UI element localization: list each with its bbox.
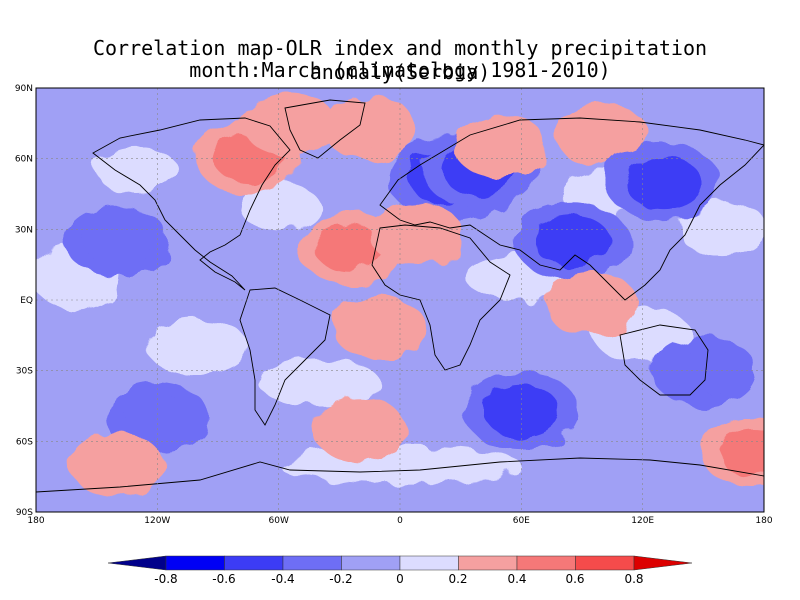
lon-axis: 180 120W 60W 0 60E 120E 180	[27, 516, 772, 526]
positive-correlation-area	[719, 429, 764, 477]
colorbar-label: -0.6	[212, 572, 235, 586]
colorbar-swatch	[575, 555, 635, 571]
lon-tick-label: 180	[27, 516, 44, 526]
positive-correlation-area	[571, 113, 634, 157]
lon-tick-label: 120E	[631, 516, 654, 526]
coastline-africa	[371, 224, 511, 371]
lat-tick-label: EQ	[20, 296, 33, 306]
colorbar-label: 0.8	[624, 572, 643, 586]
lat-tick-label: 30S	[16, 367, 33, 377]
lat-axis: 90N 60N 30N EQ 30S 60S 90S	[15, 84, 33, 518]
coastline-north-america	[92, 117, 291, 291]
map-frame	[35, 87, 765, 513]
colorbar-swatch	[516, 555, 576, 571]
negative-correlation-area	[482, 384, 560, 437]
negative-correlation-area	[668, 347, 739, 395]
colorbar-label: -0.2	[329, 572, 352, 586]
lat-tick-label: 60S	[16, 437, 33, 447]
positive-correlation-area	[338, 106, 401, 150]
colorbar-labels: -0.8 -0.6 -0.4 -0.2 0 0.2 0.4 0.6 0.8	[154, 572, 643, 586]
field-band	[96, 146, 178, 194]
positive-correlation-area	[314, 224, 385, 272]
lon-tick-label: 180	[755, 516, 772, 526]
chart-title-line-1: Correlation map-OLR index and monthly pr…	[92, 36, 708, 84]
lon-tick-label: 60W	[269, 516, 289, 526]
positive-correlation-area	[348, 307, 411, 350]
coastline-antarctica	[36, 457, 764, 493]
colorbar-swatch	[224, 555, 284, 571]
negative-correlation-area	[624, 156, 702, 209]
negative-correlation-area	[82, 217, 152, 265]
lat-tick-label: 60N	[15, 155, 33, 165]
positive-correlation-area	[85, 443, 149, 487]
colorbar-label: -0.8	[154, 572, 177, 586]
lat-tick-label: 90N	[15, 84, 33, 94]
field-band	[147, 318, 249, 376]
negative-correlation-area	[122, 394, 193, 442]
map-field	[36, 88, 764, 512]
colorbar-swatch	[399, 555, 459, 571]
coastline-europe-asia	[379, 117, 764, 301]
colorbar-label: -0.4	[271, 572, 294, 586]
positive-correlation-area	[560, 283, 624, 326]
positive-correlation-area	[469, 125, 533, 169]
colorbar-label: 0.4	[507, 572, 526, 586]
colorbar-label: 0.2	[448, 572, 467, 586]
lon-tick-label: 60E	[513, 516, 530, 526]
colorbar-swatch	[458, 555, 518, 571]
positive-correlation-area	[385, 212, 448, 256]
coastline-south-america	[239, 287, 331, 426]
field-band	[238, 182, 320, 230]
coastline-australia	[619, 324, 709, 396]
colorbar-high-arrow	[633, 555, 693, 571]
gridlines	[36, 88, 764, 512]
coastline-greenland	[284, 99, 366, 159]
colorbar-label: 0.6	[565, 572, 584, 586]
lat-tick-label: 90S	[16, 508, 33, 518]
colorbar-swatch	[282, 555, 342, 571]
colorbar-low-arrow	[107, 555, 167, 571]
lon-tick-label: 120W	[144, 516, 170, 526]
lat-tick-label: 30N	[15, 225, 33, 235]
chart-title-line-2: month:March (climatology 1981-2010)	[189, 58, 611, 82]
colorbar-swatch	[341, 555, 401, 571]
negative-correlation-area	[533, 215, 611, 268]
colorbar	[107, 555, 693, 571]
colorbar-swatch	[165, 555, 225, 571]
coastlines	[36, 99, 764, 493]
positive-correlation-area	[328, 408, 391, 451]
colorbar-label: 0	[396, 572, 404, 586]
field-band	[258, 358, 380, 407]
lon-tick-label: 0	[397, 516, 403, 526]
